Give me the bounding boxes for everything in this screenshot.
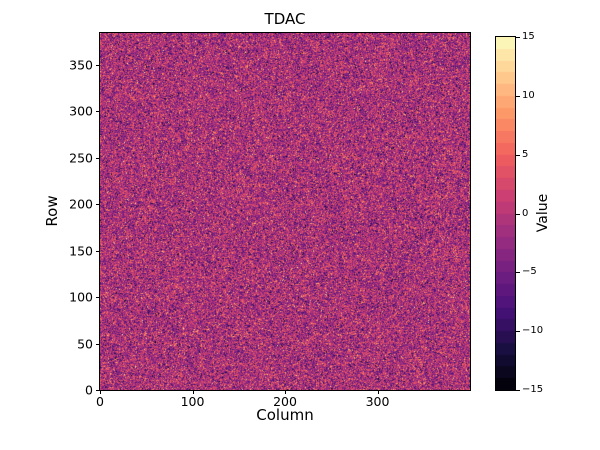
colorbar-tick-label: 15: [522, 31, 535, 42]
tick-mark: [516, 155, 520, 156]
tick-mark: [516, 390, 520, 391]
chart-title: TDAC: [264, 10, 306, 28]
tick-mark: [96, 251, 100, 252]
tick-mark: [516, 96, 520, 97]
y-tick-label: 300: [69, 103, 93, 119]
colorbar-tick-label: −15: [522, 384, 544, 395]
heatmap-plot-area: [99, 32, 471, 391]
tick-mark: [193, 390, 194, 394]
x-tick-label: 200: [273, 394, 297, 409]
tick-mark: [96, 204, 100, 205]
tick-mark: [516, 272, 520, 273]
tick-mark: [516, 214, 520, 215]
x-tick-label: 100: [180, 394, 205, 409]
tick-mark: [516, 331, 520, 332]
tick-mark: [96, 390, 100, 391]
colorbar-canvas: [496, 37, 515, 390]
tick-mark: [516, 37, 520, 38]
x-tick-label: 300: [365, 394, 390, 409]
tick-mark: [96, 297, 100, 298]
y-tick-label: 150: [69, 243, 93, 259]
colorbar-tick-label: −10: [522, 325, 544, 337]
tick-mark: [378, 390, 379, 394]
colorbar-tick-label: 5: [522, 148, 529, 160]
tick-mark: [96, 344, 100, 345]
colorbar-tick-label: −5: [522, 266, 537, 278]
tick-mark: [96, 111, 100, 112]
tick-mark: [285, 390, 286, 394]
y-tick-label: 350: [69, 57, 93, 73]
x-axis-label: Column: [256, 406, 314, 424]
tick-mark: [96, 158, 100, 159]
colorbar-tick-label: 10: [522, 89, 535, 101]
y-tick-label: 100: [69, 289, 93, 305]
y-axis-label: Row: [43, 195, 61, 227]
tick-mark: [96, 65, 100, 66]
y-tick-label: 200: [69, 196, 93, 212]
y-tick-label: 250: [69, 150, 93, 166]
y-tick-label: 50: [77, 336, 93, 352]
colorbar: [495, 36, 516, 391]
colorbar-label: Value: [535, 193, 551, 233]
heatmap-canvas: [100, 33, 470, 390]
x-tick-label: 0: [96, 394, 104, 409]
colorbar-tick-label: 0: [522, 207, 529, 219]
tick-mark: [100, 390, 101, 394]
y-tick-label: 0: [85, 382, 93, 398]
